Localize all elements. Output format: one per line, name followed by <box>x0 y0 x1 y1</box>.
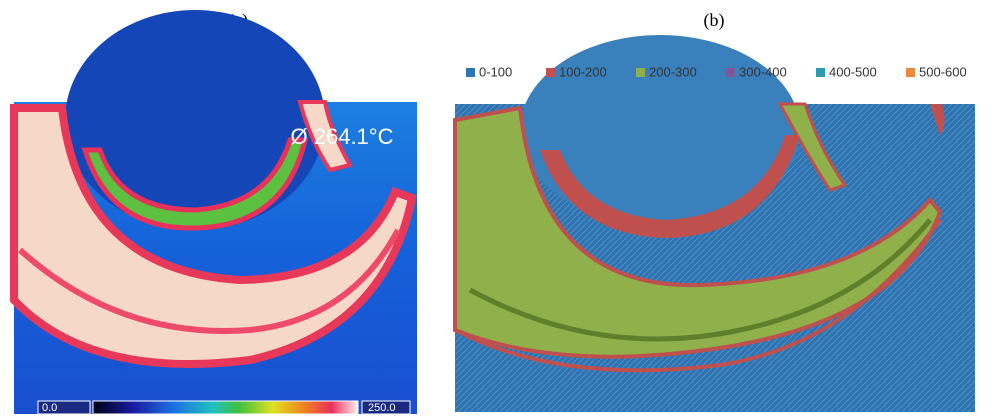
scale-max: 250.0 <box>368 402 396 414</box>
hole <box>65 10 325 230</box>
legend-label: 400-500 <box>829 64 877 79</box>
panel-label: (b) <box>704 10 725 31</box>
scale-min: 0.0 <box>42 402 57 414</box>
temperature-readout: Ø 264.1°C <box>291 124 394 149</box>
legend-swatch <box>816 68 825 77</box>
legend-label: 300-400 <box>739 64 787 79</box>
legend-swatch <box>636 68 645 77</box>
legend-label: 200-300 <box>649 64 697 79</box>
legend-swatch <box>906 68 915 77</box>
color-scale <box>93 401 358 414</box>
figure: (a) (b) Ø 264.1°C 0.0 250.0 0-100100-200… <box>0 0 1003 419</box>
surface-plot <box>455 35 975 412</box>
legend-swatch <box>726 68 735 77</box>
legend-swatch <box>546 68 555 77</box>
thermal-image: Ø 264.1°C 0.0 250.0 <box>14 10 417 414</box>
legend-label: 100-200 <box>559 64 607 79</box>
page: (a) (b) Ø 264.1°C 0.0 250.0 0-100100-200… <box>0 0 1003 419</box>
legend-swatch <box>466 68 475 77</box>
legend-label: 0-100 <box>479 64 512 79</box>
legend-label: 500-600 <box>919 64 967 79</box>
